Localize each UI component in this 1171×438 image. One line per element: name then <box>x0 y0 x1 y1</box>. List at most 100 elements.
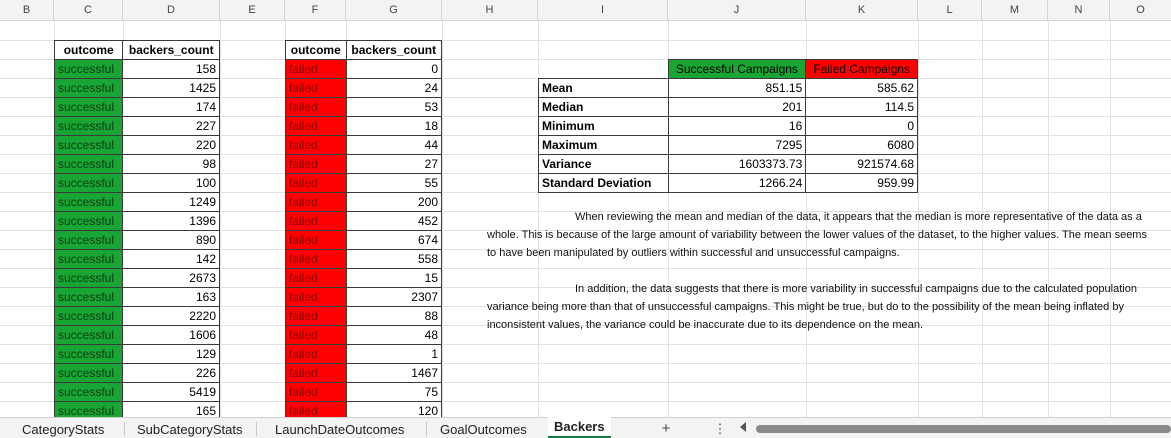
backers-count-cell[interactable]: 142 <box>122 249 220 269</box>
outcome-cell[interactable]: failed <box>285 211 347 231</box>
backers-count-cell[interactable]: 2307 <box>345 287 443 307</box>
backers-count-cell[interactable]: 165 <box>122 401 220 417</box>
outcome-cell[interactable]: failed <box>285 306 347 326</box>
outcome-header[interactable]: outcome <box>53 40 124 60</box>
outcome-header[interactable]: outcome <box>285 40 347 60</box>
column-header-n[interactable]: N <box>1048 0 1110 21</box>
successful-value-cell[interactable]: 1266.24 <box>667 173 807 193</box>
backers-count-cell[interactable]: 24 <box>345 78 443 98</box>
backers-count-cell[interactable]: 558 <box>345 249 443 269</box>
outcome-cell[interactable]: failed <box>285 268 347 288</box>
analysis-notes[interactable]: When reviewing the mean and median of th… <box>487 208 1159 352</box>
backers-count-cell[interactable]: 2673 <box>122 268 220 288</box>
column-header-o[interactable]: O <box>1136 4 1145 16</box>
stat-label-cell[interactable]: Mean <box>538 78 669 98</box>
stat-label-cell[interactable]: Standard Deviation <box>538 173 669 193</box>
sheet-tab-goaloutcomes[interactable]: GoalOutcomes <box>440 422 527 437</box>
scroll-left-icon[interactable] <box>740 422 746 432</box>
backers-count-cell[interactable]: 200 <box>345 192 443 212</box>
backers-count-cell[interactable]: 55 <box>345 173 443 193</box>
backers-count-cell[interactable]: 1396 <box>122 211 220 231</box>
column-header-l[interactable]: L <box>918 0 982 21</box>
outcome-cell[interactable]: successful <box>53 154 124 174</box>
column-header-i[interactable]: I <box>538 0 668 21</box>
backers-count-cell[interactable]: 15 <box>345 268 443 288</box>
backers-count-cell[interactable]: 129 <box>122 344 220 364</box>
backers-count-header[interactable]: backers_count <box>122 40 220 60</box>
sheet-tab-categorystats[interactable]: CategoryStats <box>22 422 105 437</box>
outcome-cell[interactable]: failed <box>285 78 347 98</box>
outcome-cell[interactable]: failed <box>285 249 347 269</box>
backers-count-cell[interactable]: 88 <box>345 306 443 326</box>
outcome-cell[interactable]: failed <box>285 363 347 383</box>
column-header-k[interactable]: K <box>806 0 918 21</box>
outcome-cell[interactable]: successful <box>53 192 124 212</box>
failed-value-cell[interactable]: 6080 <box>805 135 918 155</box>
backers-count-cell[interactable]: 75 <box>345 382 443 402</box>
backers-count-cell[interactable]: 100 <box>122 173 220 193</box>
failed-value-cell[interactable]: 585.62 <box>805 78 918 98</box>
backers-count-cell[interactable]: 158 <box>122 59 220 79</box>
outcome-cell[interactable]: successful <box>53 344 124 364</box>
failed-value-cell[interactable]: 921574.68 <box>805 154 918 174</box>
backers-count-cell[interactable]: 1606 <box>122 325 220 345</box>
more-options-icon[interactable]: ⋮ <box>713 421 727 436</box>
successful-value-cell[interactable]: 1603373.73 <box>667 154 807 174</box>
outcome-cell[interactable]: successful <box>53 306 124 326</box>
outcome-cell[interactable]: failed <box>285 154 347 174</box>
stat-label-cell[interactable]: Maximum <box>538 135 669 155</box>
sheet-tab-backers[interactable]: Backers <box>548 416 611 438</box>
backers-count-cell[interactable]: 452 <box>345 211 443 231</box>
outcome-cell[interactable]: successful <box>53 135 124 155</box>
outcome-cell[interactable]: failed <box>285 192 347 212</box>
column-header-j[interactable]: J <box>668 0 806 21</box>
backers-count-cell[interactable]: 674 <box>345 230 443 250</box>
outcome-cell[interactable]: successful <box>53 401 124 417</box>
outcome-cell[interactable]: successful <box>53 382 124 402</box>
outcome-cell[interactable]: failed <box>285 135 347 155</box>
backers-count-cell[interactable]: 2220 <box>122 306 220 326</box>
scrollbar-thumb[interactable] <box>756 425 1171 433</box>
outcome-cell[interactable]: successful <box>53 325 124 345</box>
column-header-g[interactable]: G <box>346 0 442 21</box>
failed-value-cell[interactable]: 0 <box>805 116 918 136</box>
outcome-cell[interactable]: failed <box>285 325 347 345</box>
failed-campaigns-header[interactable]: Failed Campaigns <box>805 59 918 79</box>
backers-count-cell[interactable]: 44 <box>345 135 443 155</box>
horizontal-scrollbar[interactable] <box>752 425 1171 433</box>
column-header-b[interactable]: B <box>0 0 54 21</box>
outcome-cell[interactable]: failed <box>285 401 347 417</box>
outcome-cell[interactable]: successful <box>53 116 124 136</box>
outcome-cell[interactable]: successful <box>53 97 124 117</box>
successful-value-cell[interactable]: 7295 <box>667 135 807 155</box>
backers-count-cell[interactable]: 227 <box>122 116 220 136</box>
add-sheet-icon[interactable]: + <box>661 420 671 437</box>
outcome-cell[interactable]: failed <box>285 59 347 79</box>
backers-count-cell[interactable]: 1 <box>345 344 443 364</box>
successful-value-cell[interactable]: 16 <box>667 116 807 136</box>
outcome-cell[interactable]: successful <box>53 59 124 79</box>
outcome-cell[interactable]: failed <box>285 382 347 402</box>
column-header-e[interactable]: E <box>220 0 285 21</box>
outcome-cell[interactable]: successful <box>53 363 124 383</box>
successful-value-cell[interactable]: 851.15 <box>667 78 807 98</box>
failed-value-cell[interactable]: 959.99 <box>805 173 918 193</box>
outcome-cell[interactable]: successful <box>53 211 124 231</box>
outcome-cell[interactable]: failed <box>285 173 347 193</box>
column-header-c[interactable]: C <box>54 0 123 21</box>
backers-count-cell[interactable]: 48 <box>345 325 443 345</box>
backers-count-cell[interactable]: 220 <box>122 135 220 155</box>
outcome-cell[interactable]: failed <box>285 116 347 136</box>
outcome-cell[interactable]: failed <box>285 230 347 250</box>
empty-corner-cell[interactable] <box>539 60 669 79</box>
backers-count-cell[interactable]: 1249 <box>122 192 220 212</box>
outcome-cell[interactable]: failed <box>285 344 347 364</box>
outcome-cell[interactable]: failed <box>285 97 347 117</box>
stat-label-cell[interactable]: Median <box>538 97 669 117</box>
backers-count-cell[interactable]: 120 <box>345 401 443 417</box>
sheet-tab-subcategorystats[interactable]: SubCategoryStats <box>137 422 243 437</box>
worksheet-grid[interactable]: outcome backers_count successful 158 succe… <box>0 21 1171 417</box>
successful-value-cell[interactable]: 201 <box>667 97 807 117</box>
outcome-cell[interactable]: successful <box>53 287 124 307</box>
column-header-f[interactable]: F <box>285 0 346 21</box>
